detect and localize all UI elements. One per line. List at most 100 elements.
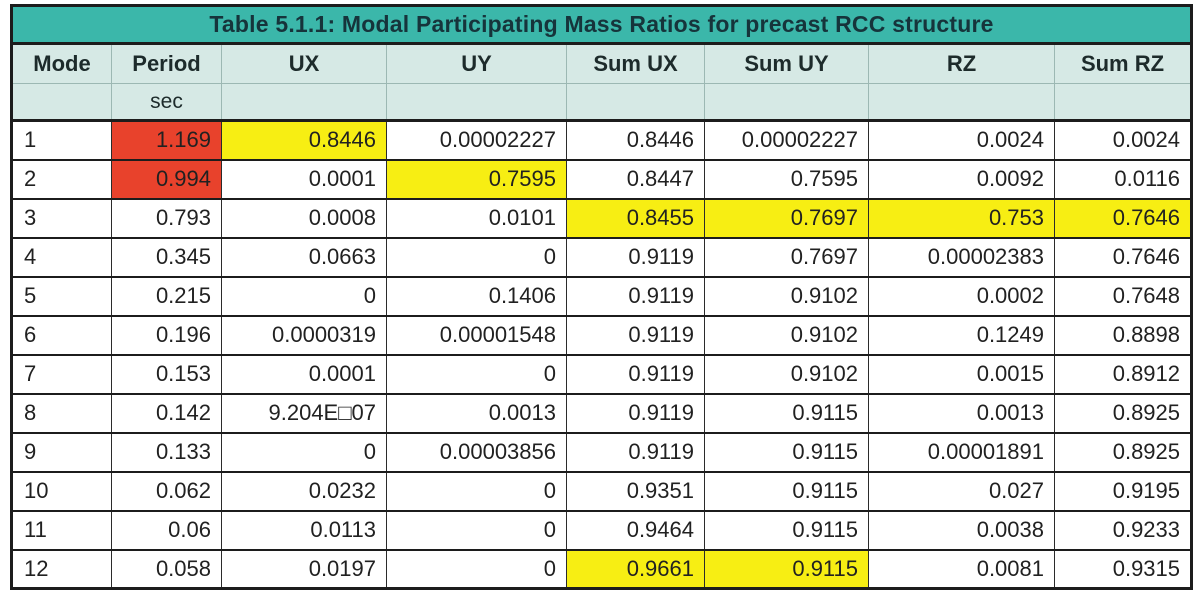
- cell-mode: 10: [11, 470, 112, 511]
- cell-sum-rz: 0.0116: [1053, 158, 1192, 199]
- cell-ux: 0.0663: [221, 236, 387, 277]
- cell-rz: 0.753: [868, 197, 1055, 238]
- cell-uy: 0.1406: [386, 275, 567, 316]
- cell-period: 1.169: [111, 120, 222, 160]
- cell-rz: 0.0015: [868, 353, 1055, 394]
- cell-ux: 0.0113: [221, 509, 387, 550]
- table-row: 6 0.196 0.0000319 0.00001548 0.9119 0.9102 0.1…: [11, 314, 1192, 355]
- cell-ux: 0.0001: [221, 353, 387, 394]
- cell-sum-ux: 0.9119: [566, 236, 705, 277]
- cell-sum-uy: 0.9115: [704, 548, 869, 589]
- cell-sum-rz: 0.9315: [1053, 548, 1192, 589]
- table-title: Table 5.1.1: Modal Participating Mass Ra…: [11, 5, 1192, 45]
- units-cell-period: sec: [111, 83, 222, 122]
- cell-uy: 0.00003856: [386, 431, 567, 472]
- cell-sum-rz: 0.8898: [1053, 314, 1192, 355]
- cell-sum-ux: 0.8447: [566, 158, 705, 199]
- cell-rz: 0.0002: [868, 275, 1055, 316]
- column-header-period: Period: [111, 43, 222, 84]
- table-header-row: Mode Period UX UY Sum UX Sum UY RZ Sum R…: [11, 43, 1192, 84]
- cell-period: 0.345: [111, 236, 222, 277]
- cell-sum-rz: 0.8912: [1053, 353, 1192, 394]
- table-title-row: Table 5.1.1: Modal Participating Mass Ra…: [11, 5, 1192, 45]
- cell-rz: 0.0081: [868, 548, 1055, 589]
- cell-sum-uy: 0.9115: [704, 431, 869, 472]
- cell-sum-uy: 0.7697: [704, 236, 869, 277]
- cell-period: 0.793: [111, 197, 222, 238]
- cell-period: 0.196: [111, 314, 222, 355]
- units-cell-mode: [11, 83, 112, 122]
- cell-sum-ux: 0.9119: [566, 314, 705, 355]
- cell-mode: 12: [11, 548, 112, 589]
- column-header-sum-uy: Sum UY: [704, 43, 869, 84]
- cell-ux: 0.0197: [221, 548, 387, 589]
- cell-rz: 0.0024: [868, 120, 1055, 160]
- table-row: 3 0.793 0.0008 0.0101 0.8455 0.7697 0.753 0.764…: [11, 197, 1192, 238]
- table-row: 8 0.142 9.204E□07 0.0013 0.9119 0.9115 0.0013 0…: [11, 392, 1192, 433]
- cell-sum-ux: 0.9119: [566, 275, 705, 316]
- cell-uy: 0.00001548: [386, 314, 567, 355]
- units-cell-sum-rz: [1053, 83, 1192, 122]
- cell-mode: 7: [11, 353, 112, 394]
- cell-period: 0.215: [111, 275, 222, 316]
- cell-rz: 0.0038: [868, 509, 1055, 550]
- cell-mode: 1: [11, 120, 112, 160]
- cell-ux: 0.0001: [221, 158, 387, 199]
- cell-sum-uy: 0.7595: [704, 158, 869, 199]
- cell-period: 0.062: [111, 470, 222, 511]
- table-row: 5 0.215 0 0.1406 0.9119 0.9102 0.0002 0.7648: [11, 275, 1192, 316]
- cell-ux: 0.8446: [221, 120, 387, 160]
- column-header-ux: UX: [221, 43, 387, 84]
- cell-rz: 0.0092: [868, 158, 1055, 199]
- cell-ux: 0: [221, 431, 387, 472]
- table-row: 10 0.062 0.0232 0 0.9351 0.9115 0.027 0.9195: [11, 470, 1192, 511]
- cell-sum-rz: 0.7648: [1053, 275, 1192, 316]
- cell-sum-uy: 0.9102: [704, 275, 869, 316]
- column-header-sum-ux: Sum UX: [566, 43, 705, 84]
- cell-uy: 0.00002227: [386, 120, 567, 160]
- cell-ux: 9.204E□07: [221, 392, 387, 433]
- cell-sum-rz: 0.8925: [1053, 392, 1192, 433]
- cell-rz: 0.0013: [868, 392, 1055, 433]
- cell-sum-rz: 0.9233: [1053, 509, 1192, 550]
- cell-sum-uy: 0.9115: [704, 392, 869, 433]
- cell-sum-uy: 0.9102: [704, 353, 869, 394]
- cell-uy: 0.0013: [386, 392, 567, 433]
- cell-rz: 0.00001891: [868, 431, 1055, 472]
- cell-mode: 8: [11, 392, 112, 433]
- cell-sum-ux: 0.8446: [566, 120, 705, 160]
- cell-sum-ux: 0.9661: [566, 548, 705, 589]
- cell-period: 0.142: [111, 392, 222, 433]
- table-row: 12 0.058 0.0197 0 0.9661 0.9115 0.0081 0.9315: [11, 548, 1192, 589]
- cell-uy: 0: [386, 509, 567, 550]
- table-body: 1 1.169 0.8446 0.00002227 0.8446 0.00002227 0.…: [11, 120, 1192, 589]
- units-cell-uy: [386, 83, 567, 122]
- cell-period: 0.06: [111, 509, 222, 550]
- table-row: 4 0.345 0.0663 0 0.9119 0.7697 0.00002383 0.764…: [11, 236, 1192, 277]
- cell-sum-rz: 0.7646: [1053, 197, 1192, 238]
- cell-period: 0.994: [111, 158, 222, 199]
- cell-sum-ux: 0.8455: [566, 197, 705, 238]
- cell-sum-uy: 0.7697: [704, 197, 869, 238]
- cell-ux: 0.0000319: [221, 314, 387, 355]
- cell-mode: 4: [11, 236, 112, 277]
- cell-rz: 0.1249: [868, 314, 1055, 355]
- cell-sum-rz: 0.7646: [1053, 236, 1192, 277]
- table-row: 11 0.06 0.0113 0 0.9464 0.9115 0.0038 0.9233: [11, 509, 1192, 550]
- cell-ux: 0.0008: [221, 197, 387, 238]
- cell-sum-uy: 0.00002227: [704, 120, 869, 160]
- units-cell-sum-ux: [566, 83, 705, 122]
- cell-sum-ux: 0.9119: [566, 431, 705, 472]
- table-row: 9 0.133 0 0.00003856 0.9119 0.9115 0.00001891 0…: [11, 431, 1192, 472]
- cell-uy: 0.0101: [386, 197, 567, 238]
- cell-uy: 0: [386, 548, 567, 589]
- cell-ux: 0: [221, 275, 387, 316]
- cell-mode: 5: [11, 275, 112, 316]
- cell-sum-rz: 0.8925: [1053, 431, 1192, 472]
- cell-sum-rz: 0.9195: [1053, 470, 1192, 511]
- table-row: 1 1.169 0.8446 0.00002227 0.8446 0.00002227 0.…: [11, 120, 1192, 160]
- column-header-rz: RZ: [868, 43, 1055, 84]
- cell-mode: 3: [11, 197, 112, 238]
- column-header-sum-rz: Sum RZ: [1053, 43, 1192, 84]
